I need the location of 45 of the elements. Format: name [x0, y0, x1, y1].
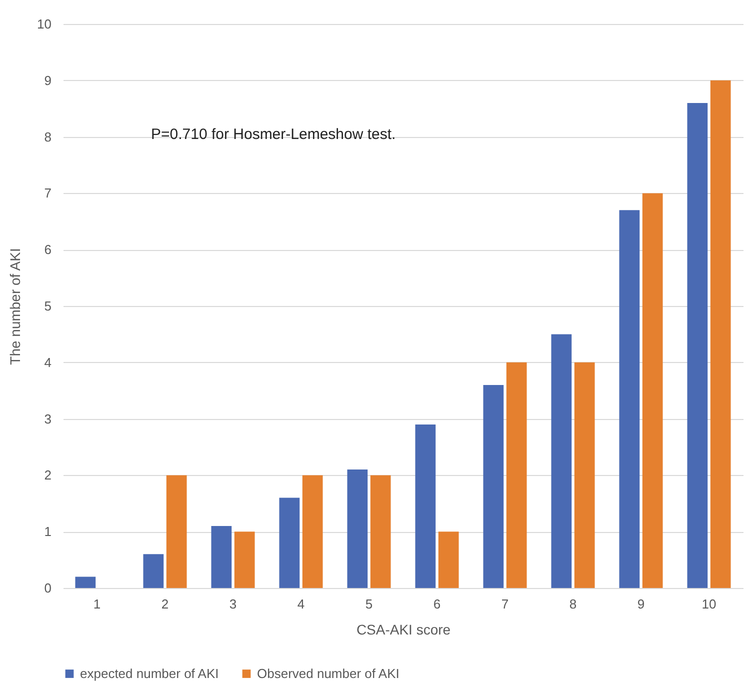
y-tick-label: 8 [44, 129, 52, 144]
bar [415, 424, 436, 588]
bar [642, 193, 663, 588]
y-tick-label: 2 [44, 468, 52, 483]
bar [75, 576, 96, 588]
x-tick-label: 1 [93, 596, 101, 612]
y-tick-label: 7 [44, 186, 52, 201]
x-tick-label: 7 [501, 596, 509, 612]
bar [483, 384, 504, 588]
bar [347, 470, 368, 588]
bar [551, 334, 572, 588]
annotation: P=0.710 for Hosmer-Lemeshow test. [151, 126, 396, 143]
bar [166, 475, 187, 588]
x-tick-label: 6 [433, 596, 441, 612]
x-tick-label: 9 [637, 596, 645, 612]
bar [574, 362, 595, 588]
bar [143, 554, 164, 588]
y-tick-label: 9 [44, 72, 52, 88]
y-tick-label: 3 [44, 411, 52, 426]
x-axis-title: CSA-AKI score [356, 622, 451, 638]
x-tick-label: 8 [569, 596, 577, 612]
x-tick-label: 4 [297, 596, 305, 612]
bar [279, 498, 300, 588]
y-axis-title: The number of AKI [7, 248, 24, 365]
legend-label: Observed number of AKI [257, 666, 400, 681]
x-tick-label: 2 [161, 596, 169, 612]
bar [506, 362, 527, 588]
y-tick-label: 1 [44, 524, 52, 540]
legend-label: expected number of AKI [80, 666, 219, 681]
y-tick-label: 10 [37, 16, 52, 32]
bar [211, 526, 232, 588]
bar [234, 532, 255, 588]
bar [710, 80, 731, 588]
y-tick-label: 6 [44, 242, 52, 258]
y-tick-label: 0 [44, 580, 52, 596]
bar [370, 475, 391, 588]
bar [302, 475, 323, 588]
x-tick-label: 5 [365, 596, 373, 612]
y-tick-label: 4 [44, 354, 52, 370]
x-tick-label: 10 [702, 596, 716, 612]
bar [619, 210, 640, 588]
y-tick-label: 5 [44, 298, 52, 314]
bar [687, 102, 708, 588]
bar [438, 532, 459, 588]
x-tick-label: 3 [229, 596, 237, 612]
